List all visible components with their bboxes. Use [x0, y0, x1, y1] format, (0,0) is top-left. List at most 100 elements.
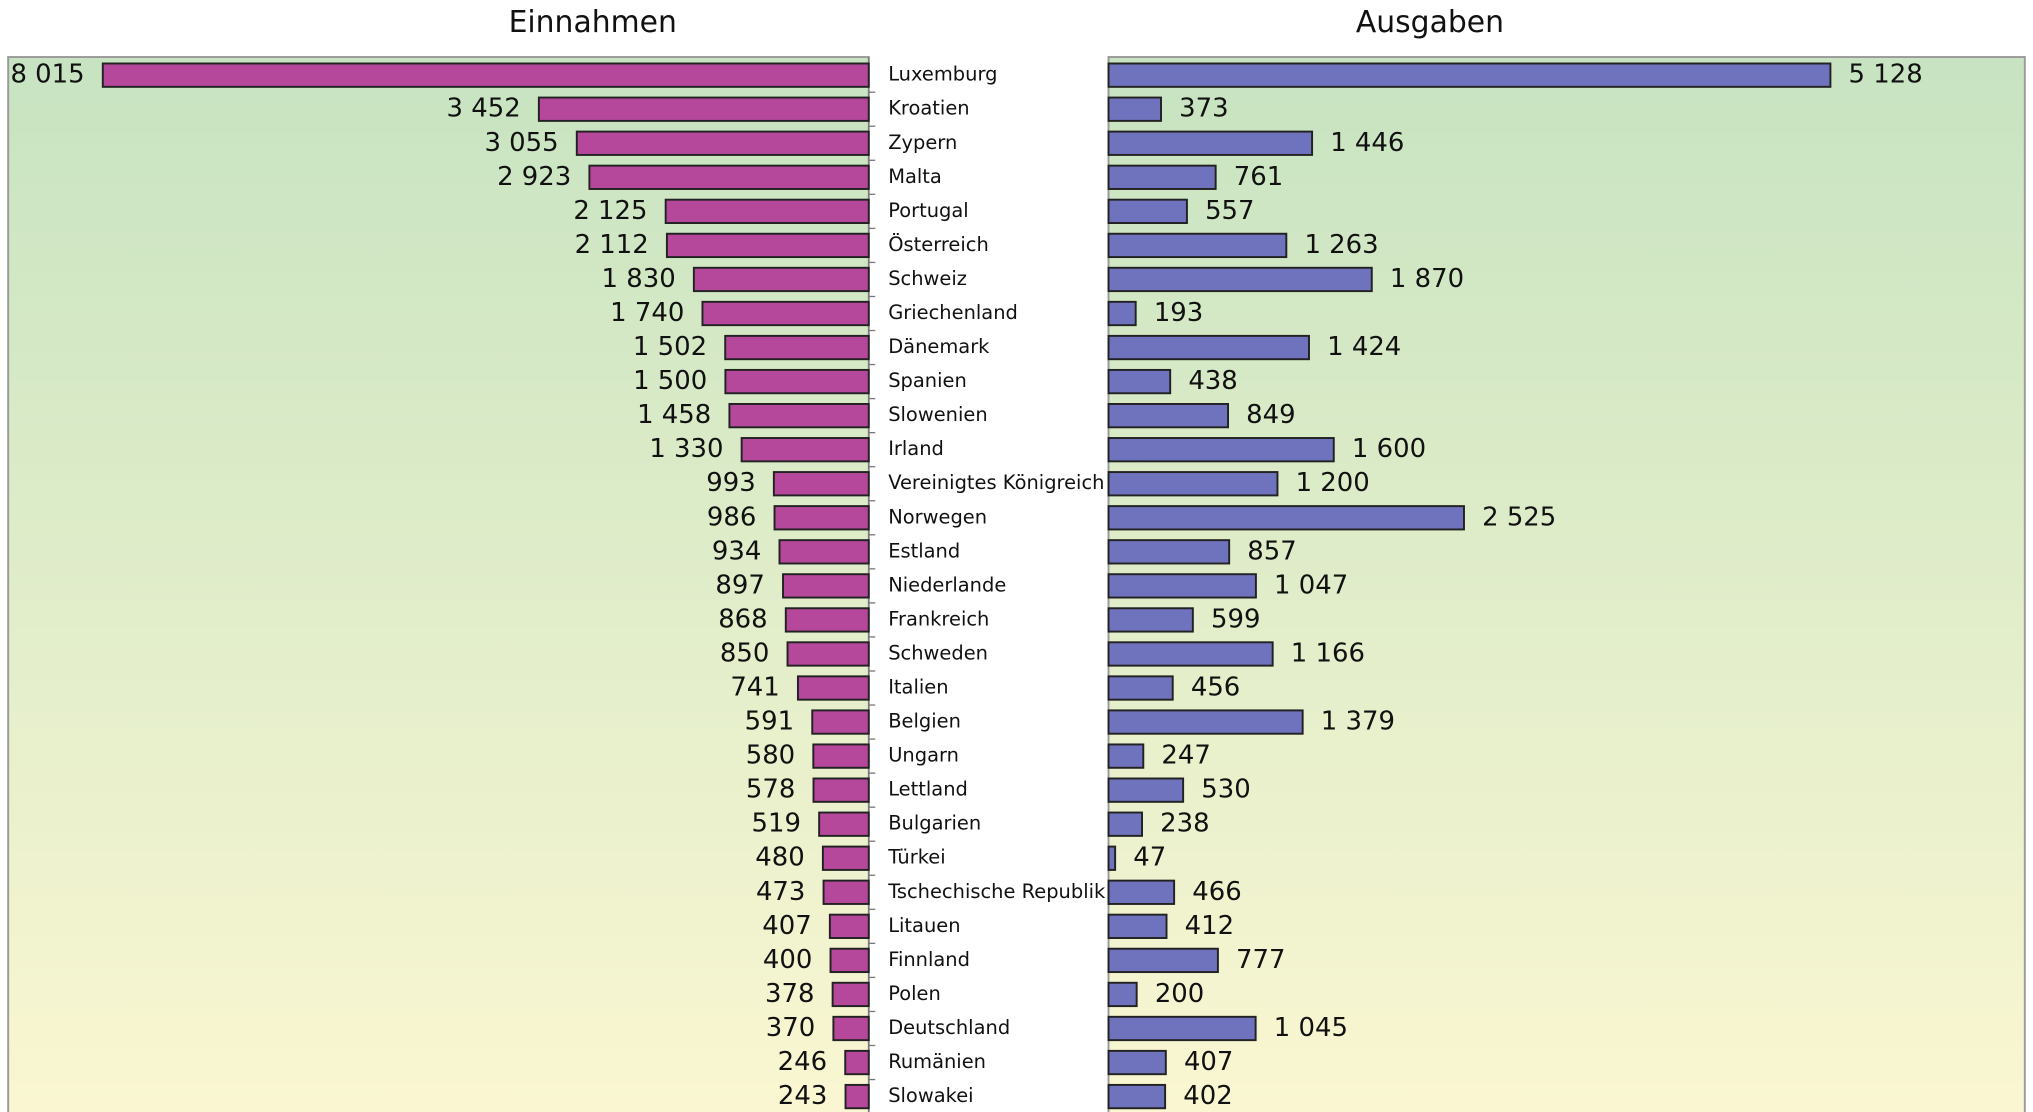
- bar: [537, 96, 870, 122]
- category-label: Lettland: [888, 778, 968, 801]
- category-label: Kroatien: [888, 97, 969, 120]
- category-label: Tschechische Republik: [887, 880, 1106, 903]
- value-label: 473: [756, 877, 805, 907]
- value-label: 1 458: [637, 400, 711, 430]
- value-label: 993: [706, 468, 755, 498]
- bar: [575, 130, 870, 156]
- value-label: 1 200: [1296, 468, 1370, 498]
- bar: [1107, 947, 1219, 974]
- value-label: 1 600: [1352, 434, 1426, 464]
- category-label: Rumänien: [888, 1050, 986, 1073]
- bar: [1107, 607, 1194, 633]
- value-label: 247: [1161, 741, 1210, 771]
- category-label: Irland: [888, 437, 944, 460]
- bar: [1107, 981, 1138, 1008]
- bar: [1107, 1049, 1167, 1076]
- category-label: Schweden: [888, 641, 988, 664]
- value-label: 47: [1133, 843, 1166, 873]
- category-label: Finnland: [888, 948, 970, 971]
- bar: [701, 300, 870, 327]
- category-label: Norwegen: [888, 505, 987, 528]
- category-label: Österreich: [888, 233, 989, 256]
- bar: [831, 981, 870, 1008]
- value-label: 777: [1236, 945, 1285, 975]
- value-label: 857: [1247, 536, 1296, 566]
- bar: [1107, 505, 1465, 531]
- bar: [812, 777, 870, 803]
- value-label: 1 166: [1291, 638, 1365, 668]
- bar: [101, 62, 870, 88]
- value-label: 193: [1154, 298, 1203, 328]
- bar: [1107, 777, 1185, 803]
- bar: [1107, 845, 1117, 871]
- bar: [1107, 811, 1143, 837]
- bar: [822, 879, 870, 905]
- category-label: Estland: [888, 539, 960, 562]
- value-label: 200: [1155, 979, 1204, 1009]
- value-label: 238: [1160, 809, 1209, 839]
- value-label: 402: [1183, 1081, 1232, 1111]
- value-label: 761: [1234, 162, 1283, 192]
- category-label: Polen: [888, 982, 941, 1005]
- value-label: 1 740: [610, 298, 684, 328]
- value-label: 2 112: [575, 230, 649, 260]
- category-label: Italien: [888, 676, 948, 699]
- value-label: 1 870: [1390, 264, 1464, 294]
- value-label: 1 424: [1327, 332, 1401, 362]
- bar: [1107, 334, 1310, 361]
- bar: [1107, 232, 1288, 259]
- category-label: Niederlande: [888, 573, 1006, 596]
- value-label: 3 055: [484, 128, 558, 158]
- value-label: 246: [778, 1047, 827, 1077]
- bar: [1107, 266, 1373, 293]
- value-label: 1 045: [1274, 1013, 1348, 1043]
- bar: [812, 743, 870, 769]
- value-label: 934: [712, 536, 761, 566]
- category-label: Ungarn: [888, 744, 959, 767]
- value-label: 412: [1185, 911, 1234, 941]
- value-label: 2 923: [497, 162, 571, 192]
- bar: [784, 607, 870, 633]
- value-label: 591: [745, 707, 794, 737]
- bar: [1107, 368, 1172, 395]
- bar: [796, 675, 870, 701]
- value-label: 1 500: [633, 366, 707, 396]
- category-label: Griechenland: [888, 301, 1018, 324]
- value-label: 850: [720, 638, 769, 668]
- value-label: 407: [1184, 1047, 1233, 1077]
- bar: [1107, 1015, 1257, 1042]
- value-label: 370: [766, 1013, 815, 1043]
- value-label: 530: [1201, 775, 1250, 805]
- category-label: Schweiz: [888, 267, 967, 290]
- bar: [1107, 471, 1279, 497]
- category-label: Bulgarien: [888, 812, 981, 835]
- value-label: 580: [746, 741, 795, 771]
- bar: [1107, 164, 1217, 190]
- value-label: 243: [778, 1081, 827, 1111]
- bar: [664, 198, 870, 224]
- category-label: Spanien: [888, 369, 967, 392]
- value-label: 1 047: [1274, 570, 1348, 600]
- value-label: 466: [1192, 877, 1241, 907]
- value-label: 8 015: [10, 60, 84, 90]
- value-label: 407: [762, 911, 811, 941]
- value-label: 400: [763, 945, 812, 975]
- bar: [844, 1083, 870, 1110]
- bar: [588, 164, 870, 190]
- value-label: 438: [1188, 366, 1237, 396]
- category-label: Malta: [888, 165, 942, 188]
- right-title: Ausgaben: [1356, 5, 1504, 40]
- bar: [1107, 743, 1145, 769]
- bar: [724, 368, 870, 395]
- category-label: Slowakei: [888, 1084, 973, 1107]
- bar: [1107, 437, 1335, 463]
- bar: [728, 403, 870, 429]
- value-label: 378: [765, 979, 814, 1009]
- value-label: 741: [730, 673, 779, 703]
- value-label: 1 502: [633, 332, 707, 362]
- category-label: Slowenien: [888, 403, 987, 426]
- category-label: Vereinigtes Königreich: [888, 471, 1104, 494]
- bar: [1107, 641, 1274, 667]
- bar: [1107, 913, 1168, 939]
- bar: [692, 266, 870, 293]
